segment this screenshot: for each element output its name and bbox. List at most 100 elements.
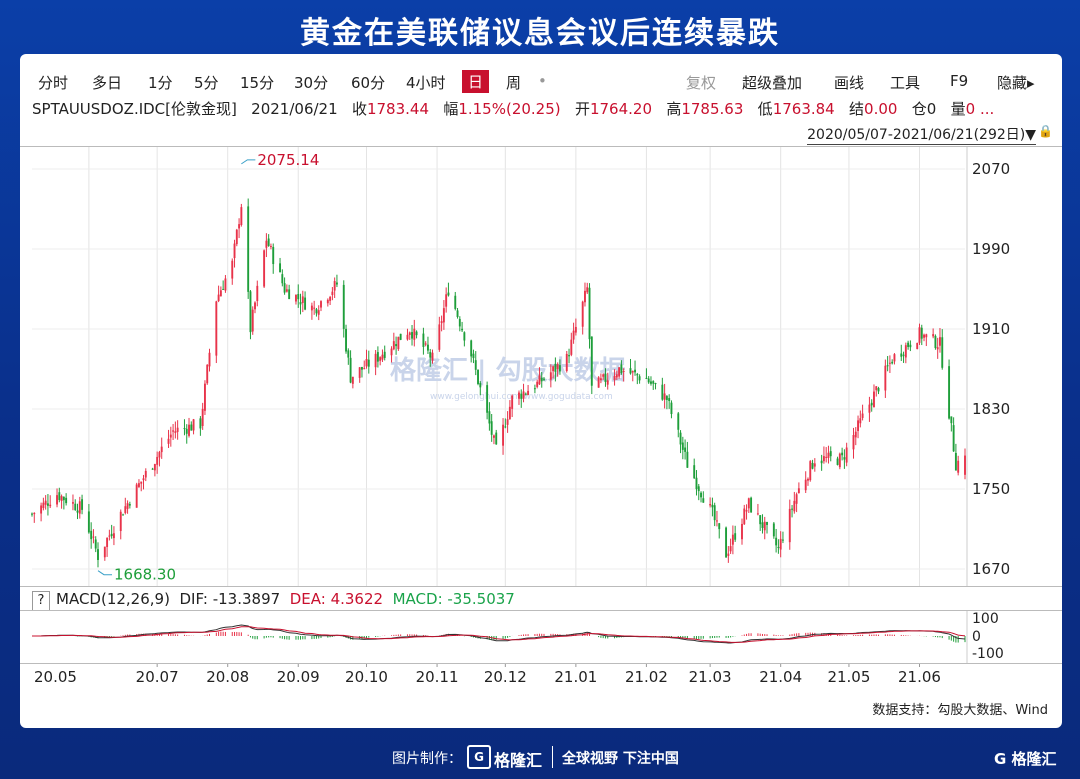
candle-body xyxy=(454,295,457,309)
candle-body xyxy=(645,377,648,379)
tab-1min[interactable]: 1分 xyxy=(148,74,173,92)
candle-body xyxy=(122,514,124,516)
candle-body xyxy=(297,293,300,300)
candle-body xyxy=(272,246,275,265)
help-icon[interactable]: ? xyxy=(32,591,50,611)
candle-body xyxy=(686,451,689,468)
candle-body xyxy=(558,365,561,372)
candle-body xyxy=(725,527,728,558)
candle-body xyxy=(654,383,657,385)
f9-button[interactable]: F9 xyxy=(950,72,969,90)
candle-body xyxy=(549,372,552,380)
change-value: 1.15%(20.25) xyxy=(458,100,561,118)
candle-body xyxy=(31,513,33,515)
candle-body xyxy=(46,503,49,506)
candle-body xyxy=(126,503,129,509)
candle-body xyxy=(176,427,179,432)
candle-body xyxy=(718,523,721,530)
candle-body xyxy=(797,488,800,494)
candle-body xyxy=(713,505,716,521)
candle-body xyxy=(142,478,145,481)
candle-body xyxy=(893,354,896,362)
tab-day[interactable]: 日 xyxy=(462,70,490,93)
candle-body xyxy=(597,377,600,388)
candle-body xyxy=(697,486,700,492)
candle-body xyxy=(415,331,418,336)
candle-body xyxy=(106,537,109,548)
candle-body xyxy=(825,456,828,458)
candle-body xyxy=(456,310,459,317)
change-label: 幅 xyxy=(443,100,459,118)
adjust-button[interactable]: 复权 xyxy=(686,74,717,92)
candle-body xyxy=(295,295,297,302)
candle-body xyxy=(233,243,236,259)
candle-body xyxy=(144,470,147,478)
tab-60min[interactable]: 60分 xyxy=(351,74,386,92)
tab-4hour[interactable]: 4小时 xyxy=(406,74,446,92)
candle-body xyxy=(347,350,350,358)
tab-multiday[interactable]: 多日 xyxy=(92,74,123,92)
candle-body xyxy=(365,359,368,367)
y-tick-label: 1830 xyxy=(972,400,1010,418)
candle-body xyxy=(750,497,753,513)
candle-body xyxy=(795,494,798,504)
candle-body xyxy=(766,521,768,525)
hold-label: 仓 xyxy=(911,100,927,118)
lock-icon[interactable]: 🔒 xyxy=(1038,124,1053,138)
hide-button[interactable]: 隐藏▸ xyxy=(997,74,1035,92)
candle-body xyxy=(909,344,912,348)
high-label: 高 xyxy=(666,100,682,118)
candle-body xyxy=(383,351,386,358)
candle-body xyxy=(518,392,520,399)
period-toolbar: 分时 多日 1分 5分 15分 30分 60分 4小时 日 周 • 复权 超级叠… xyxy=(20,68,1062,93)
candle-body xyxy=(183,428,186,430)
candle-body xyxy=(304,297,307,310)
tab-30min[interactable]: 30分 xyxy=(294,74,329,92)
tab-week[interactable]: 周 xyxy=(506,74,522,92)
candle-body xyxy=(743,508,746,525)
candle-body xyxy=(320,301,322,308)
candle-body xyxy=(615,374,618,378)
candle-body xyxy=(342,284,345,329)
candle-body xyxy=(693,465,696,479)
candle-body xyxy=(313,307,316,309)
candle-body xyxy=(902,354,905,356)
candle-body xyxy=(463,332,466,341)
candle-body xyxy=(424,343,427,345)
draw-line-button[interactable]: 画线 xyxy=(834,74,865,92)
tab-intraday[interactable]: 分时 xyxy=(38,74,69,92)
candle-body xyxy=(349,357,352,383)
candle-body xyxy=(695,477,698,490)
macd-dif: DIF: -13.3897 xyxy=(179,590,281,608)
candle-body xyxy=(663,393,666,400)
candle-body xyxy=(936,347,939,350)
low-annotation: 1668.30 xyxy=(114,566,176,584)
candle-body xyxy=(44,500,47,505)
tools-button[interactable]: 工具 xyxy=(890,74,921,92)
page-title: 黄金在美联储议息会议后连续暴跌 xyxy=(300,16,780,51)
candle-body xyxy=(932,334,935,337)
candle-body xyxy=(472,353,475,359)
more-dot[interactable]: • xyxy=(538,72,547,90)
tab-15min[interactable]: 15分 xyxy=(240,74,275,92)
tab-5min[interactable]: 5分 xyxy=(194,74,219,92)
candle-body xyxy=(538,375,541,385)
candle-body xyxy=(793,500,796,512)
date-range-selector[interactable]: 2020/05/07-2021/06/21(292日)▼ xyxy=(807,124,1036,145)
candle-body xyxy=(661,384,664,400)
super-overlay-button[interactable]: 超级叠加 xyxy=(742,74,803,92)
candle-body xyxy=(572,330,575,340)
candle-body xyxy=(756,513,759,515)
candle-body xyxy=(265,240,268,248)
x-tick-label: 20.10 xyxy=(345,668,388,686)
candle-body xyxy=(536,381,539,387)
candle-body xyxy=(222,288,225,290)
candle-body xyxy=(151,468,154,470)
candle-body xyxy=(527,390,530,396)
candle-body xyxy=(886,365,889,367)
macd-bottom-border xyxy=(20,663,1062,664)
candle-body xyxy=(331,291,334,296)
quote-date: 2021/06/21 xyxy=(251,100,338,118)
candle-body xyxy=(925,334,928,338)
candle-body xyxy=(599,378,602,381)
